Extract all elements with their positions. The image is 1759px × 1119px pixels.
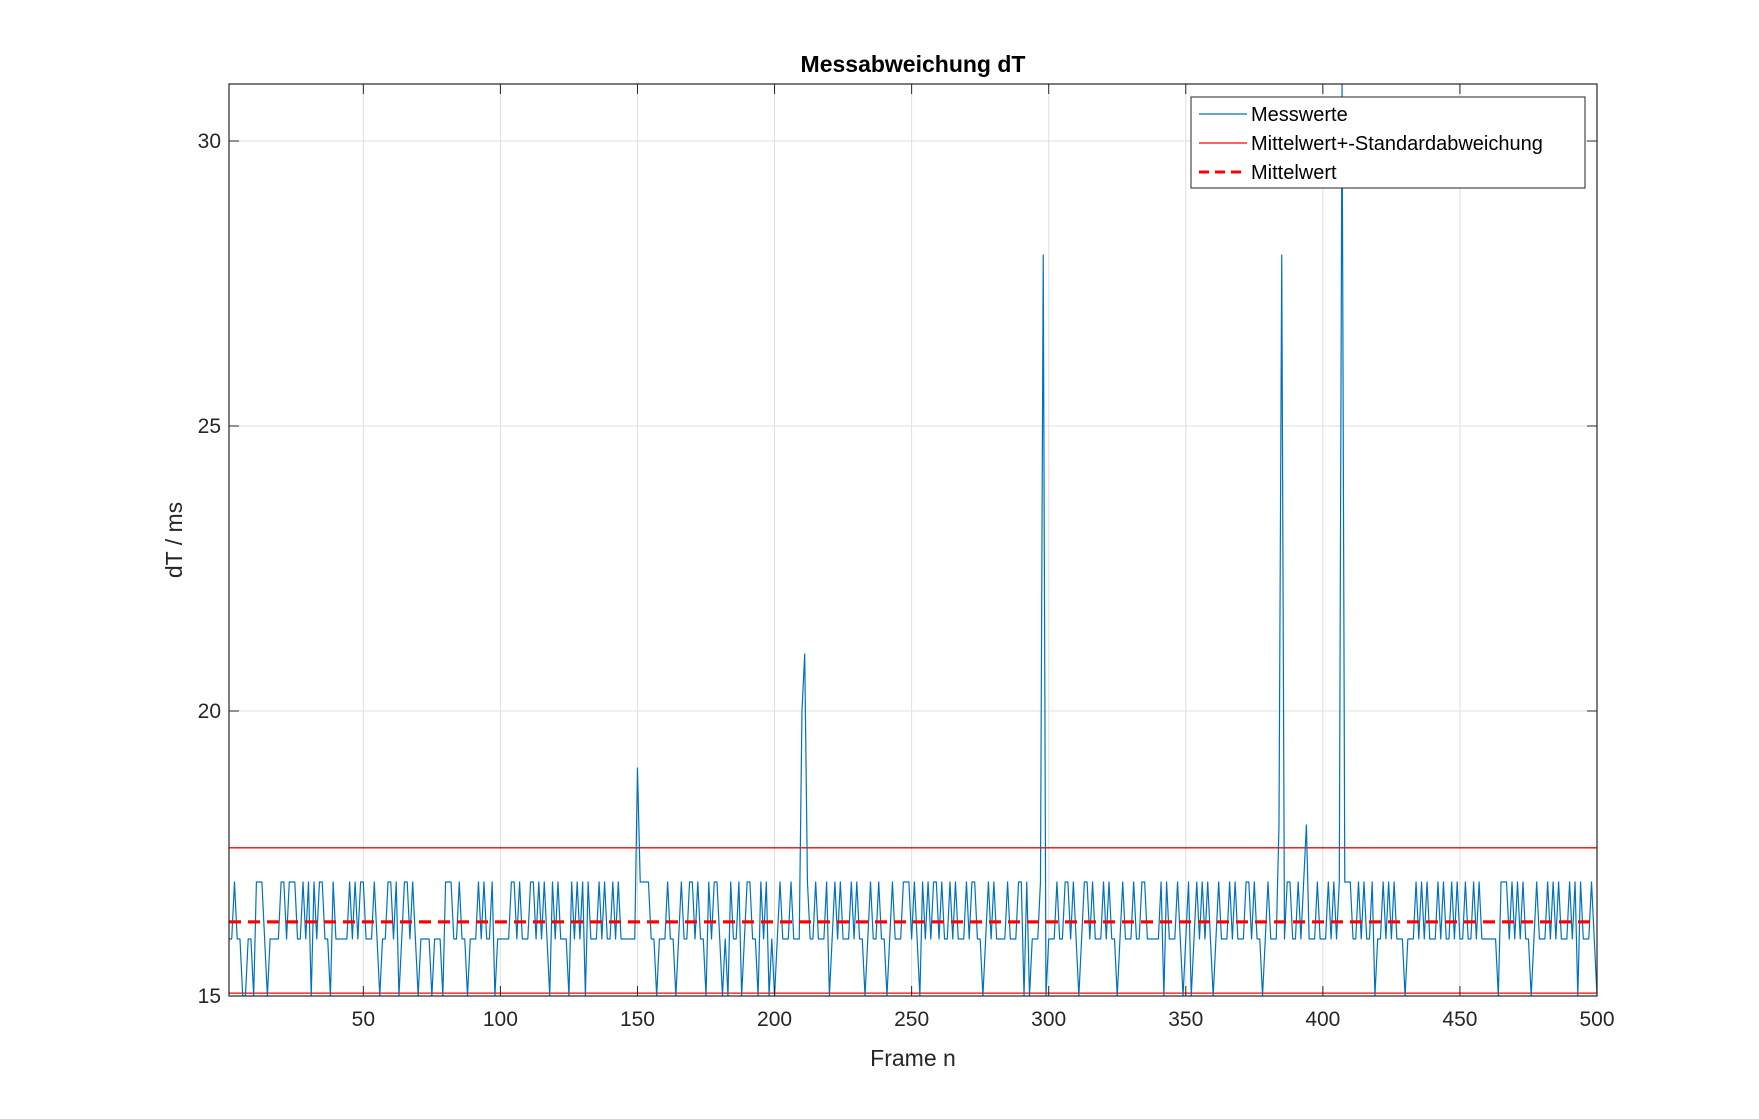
y-axis-label: dT / ms — [161, 502, 187, 578]
x-tick-label: 150 — [620, 1008, 655, 1031]
legend-label: Messwerte — [1251, 104, 1348, 126]
axes-box — [228, 83, 1598, 997]
y-tick-label: 15 — [198, 985, 221, 1008]
y-tick-label: 25 — [198, 415, 221, 438]
x-tick-label: 100 — [483, 1008, 518, 1031]
axes-background — [229, 84, 1597, 996]
legend-label: Mittelwert — [1251, 162, 1337, 184]
x-tick-label: 250 — [894, 1008, 929, 1031]
x-tick-label: 400 — [1305, 1008, 1340, 1031]
x-tick-label: 300 — [1031, 1008, 1066, 1031]
x-tick-label: 450 — [1442, 1008, 1477, 1031]
plot-area: 50 100 150 200 250 300 350 400 450 500 15 20 25 30 Mes… — [161, 51, 1615, 1071]
y-tick-label: 20 — [198, 700, 221, 723]
x-tick-label: 350 — [1168, 1008, 1203, 1031]
legend-label: Mittelwert+-Standardabweichung — [1251, 133, 1543, 155]
legend: Messwerte Mittelwert+-Standardabweichung M… — [1190, 96, 1586, 189]
data-layer — [229, 84, 1597, 996]
chart-title: Messabweichung dT — [801, 51, 1026, 77]
legend-box — [1190, 96, 1586, 189]
x-axis-label: Frame n — [870, 1045, 956, 1071]
y-tick-label: 30 — [198, 130, 221, 153]
series-line-messwerte — [229, 84, 1597, 996]
x-tick-label: 500 — [1579, 1008, 1614, 1031]
x-tick-label: 50 — [352, 1008, 375, 1031]
x-tick-label: 200 — [757, 1008, 792, 1031]
